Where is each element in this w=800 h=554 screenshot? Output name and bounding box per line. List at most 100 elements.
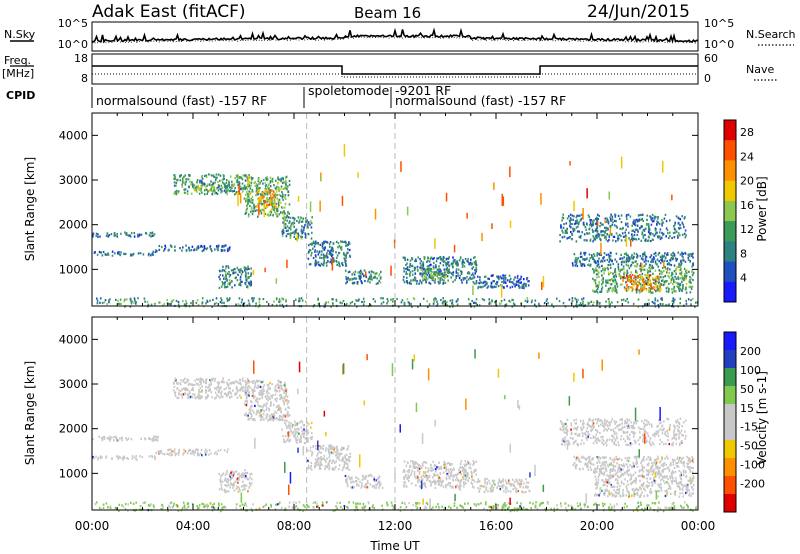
cell [590, 219, 593, 222]
cell [333, 448, 335, 451]
cell [672, 301, 675, 304]
cell [436, 300, 438, 303]
cell [591, 223, 593, 226]
cell [462, 260, 464, 263]
cell [575, 220, 578, 223]
cell [203, 246, 206, 249]
cell [666, 253, 668, 256]
cell [259, 393, 262, 396]
cell [623, 286, 626, 289]
cell [125, 233, 128, 236]
cell [657, 216, 659, 219]
cell [642, 234, 645, 237]
cell [246, 207, 248, 210]
cell [239, 282, 241, 285]
cell [311, 452, 313, 455]
cell [240, 383, 242, 386]
cell [299, 421, 301, 424]
cell [504, 303, 507, 307]
cell [157, 435, 159, 438]
cell [438, 268, 440, 271]
cell [357, 271, 359, 274]
cell [599, 225, 601, 228]
cell [266, 394, 269, 397]
cell [321, 250, 323, 253]
cell [461, 466, 464, 469]
cell [277, 202, 280, 205]
cell [577, 257, 579, 260]
cell [452, 262, 454, 265]
cell [474, 269, 476, 272]
cell [433, 256, 435, 260]
cell [619, 277, 622, 280]
power-data [92, 144, 699, 309]
cell [596, 265, 598, 268]
cell [596, 287, 599, 290]
cell [598, 281, 600, 284]
cell [252, 300, 254, 303]
cell [334, 454, 337, 457]
cell [276, 209, 278, 212]
cell [130, 302, 133, 305]
cell [631, 286, 633, 289]
cell [627, 260, 629, 263]
nave-tick-top: 60 [704, 52, 718, 65]
cell [300, 426, 303, 429]
cell [433, 278, 436, 281]
cell [199, 181, 201, 184]
cell [634, 260, 636, 263]
scatter-region-14 [477, 274, 530, 290]
cell [637, 298, 640, 301]
cell [415, 258, 417, 261]
cell [221, 301, 223, 304]
cell [648, 266, 650, 269]
cell [250, 210, 252, 213]
cell [636, 256, 638, 259]
cell [323, 255, 325, 258]
cell [513, 303, 516, 306]
cell [251, 478, 253, 481]
cell [345, 262, 347, 265]
cell [691, 285, 694, 288]
cell [470, 481, 473, 484]
cell [361, 300, 363, 304]
cell [181, 185, 184, 188]
cell [604, 236, 606, 239]
cell [197, 378, 200, 381]
cell [405, 271, 408, 274]
cell [227, 384, 230, 387]
cell [561, 219, 563, 222]
cell [575, 262, 578, 265]
cell [481, 232, 483, 242]
cell [249, 412, 252, 415]
cell [639, 227, 641, 230]
cell [431, 274, 434, 277]
cell [422, 272, 425, 275]
cell [239, 389, 242, 392]
cell [614, 268, 617, 271]
cell [651, 264, 653, 267]
cell [120, 251, 122, 254]
cell [351, 278, 353, 281]
cell [462, 263, 464, 266]
cell [622, 276, 624, 279]
cell [136, 233, 139, 236]
cell [225, 277, 228, 280]
cell [265, 408, 268, 411]
cell [310, 421, 313, 425]
cell [629, 239, 632, 242]
cell [259, 195, 262, 198]
cell [241, 387, 244, 390]
cell [656, 275, 659, 278]
cell [278, 213, 281, 216]
cell [669, 268, 671, 271]
cell [446, 271, 449, 274]
cell [235, 487, 238, 490]
cell [286, 395, 289, 398]
cell [326, 256, 329, 259]
cell [357, 172, 359, 178]
cell [582, 300, 584, 303]
cell [220, 392, 222, 395]
cell [283, 396, 286, 400]
cell [243, 483, 246, 487]
